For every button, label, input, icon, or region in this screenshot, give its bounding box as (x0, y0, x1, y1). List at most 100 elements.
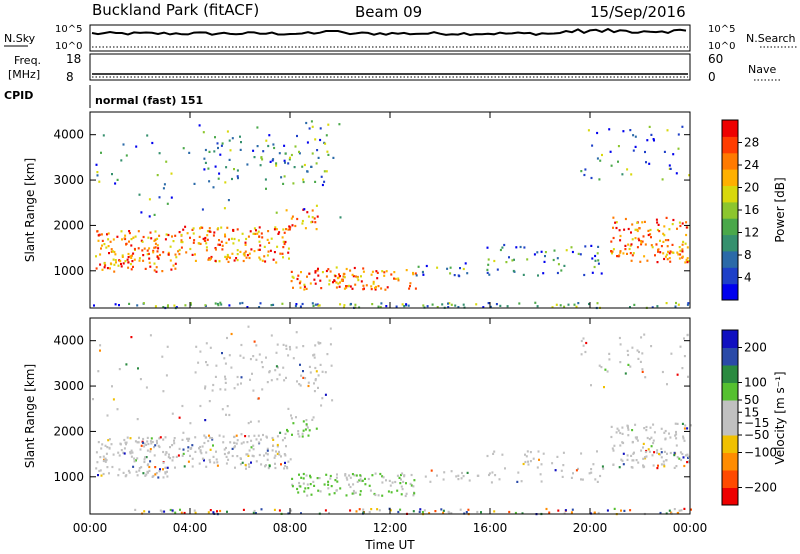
data-cell (212, 383, 215, 387)
data-cell (257, 420, 260, 423)
data-cell (669, 250, 672, 253)
data-cell (563, 305, 566, 308)
data-cell (246, 163, 249, 166)
data-cell (313, 356, 316, 359)
data-cell (143, 445, 146, 448)
data-cell (663, 463, 666, 466)
data-cell (429, 480, 432, 483)
data-cell (127, 469, 130, 472)
data-cell (618, 466, 621, 469)
data-cell (208, 230, 211, 233)
data-cell (166, 466, 169, 469)
data-cell (154, 305, 157, 308)
data-cell (537, 274, 539, 277)
data-cell (270, 379, 273, 382)
data-cell (273, 228, 276, 231)
data-cell (652, 138, 655, 141)
data-cell (212, 455, 215, 458)
freq-panel: Freq. [MHz] 18 8 60 0 Nave (8, 52, 780, 84)
data-cell (142, 235, 145, 239)
power-ylabel: Slant Range [km] (23, 158, 37, 262)
data-cell (291, 224, 294, 227)
data-cell (336, 480, 339, 483)
data-cell (128, 230, 131, 233)
data-cell (143, 247, 146, 250)
data-cell (214, 136, 216, 139)
data-cell (675, 437, 678, 440)
data-cell (644, 150, 646, 154)
data-cell (180, 511, 183, 514)
data-cell (288, 228, 291, 231)
data-cell (666, 452, 668, 455)
data-cell (233, 168, 235, 171)
data-cell (178, 447, 181, 450)
data-cell (239, 354, 242, 357)
data-cell (422, 304, 425, 307)
data-cell (631, 459, 634, 462)
y-tick-label: 4000 (53, 334, 84, 348)
data-cell (376, 271, 379, 274)
data-cell (219, 509, 222, 513)
data-cell (555, 303, 558, 306)
data-cell (636, 221, 639, 224)
data-cell (381, 475, 384, 478)
data-cell (263, 454, 265, 457)
data-cell (253, 227, 256, 230)
data-cell (240, 382, 242, 385)
data-cell (624, 372, 627, 375)
data-cell (669, 167, 672, 170)
colorbar-cell (722, 382, 738, 401)
data-cell (414, 287, 417, 290)
velocity-cells (92, 325, 692, 516)
data-cell (339, 281, 341, 284)
data-cell (239, 250, 242, 253)
data-cell (375, 270, 378, 273)
data-cell (252, 444, 255, 447)
data-cell (299, 384, 302, 387)
data-cell (302, 477, 305, 480)
data-cell (618, 229, 621, 232)
data-cell (129, 451, 132, 454)
data-cell (598, 178, 601, 181)
data-cell (332, 281, 334, 284)
data-cell (501, 246, 504, 249)
data-cell (181, 241, 184, 244)
data-cell (300, 512, 302, 515)
data-cell (225, 455, 228, 458)
data-cell (302, 429, 305, 432)
data-cell (232, 228, 235, 232)
data-cell (676, 422, 679, 425)
data-cell (662, 252, 665, 255)
data-cell (104, 460, 107, 463)
data-cell (242, 356, 245, 359)
data-cell (646, 139, 649, 142)
data-cell (259, 164, 262, 167)
data-cell (678, 509, 681, 512)
data-cell (261, 158, 264, 161)
data-cell (107, 232, 110, 235)
data-cell (678, 257, 681, 260)
data-cell (164, 238, 167, 241)
data-cell (218, 172, 221, 175)
data-cell (686, 461, 689, 464)
data-cell (302, 482, 305, 485)
data-cell (615, 221, 618, 224)
data-cell (684, 242, 687, 245)
data-cell (102, 134, 105, 137)
data-cell (120, 449, 123, 452)
data-cell (517, 471, 520, 474)
data-cell (316, 269, 319, 272)
data-cell (685, 258, 688, 261)
data-cell (289, 156, 291, 159)
data-cell (436, 306, 439, 309)
data-cell (685, 233, 688, 237)
data-cell (247, 463, 250, 466)
data-cell (158, 196, 161, 199)
data-cell (208, 434, 210, 437)
data-cell (148, 198, 151, 201)
data-cell (394, 480, 397, 484)
data-cell (368, 511, 371, 514)
data-cell (559, 304, 562, 307)
data-cell (651, 306, 654, 309)
